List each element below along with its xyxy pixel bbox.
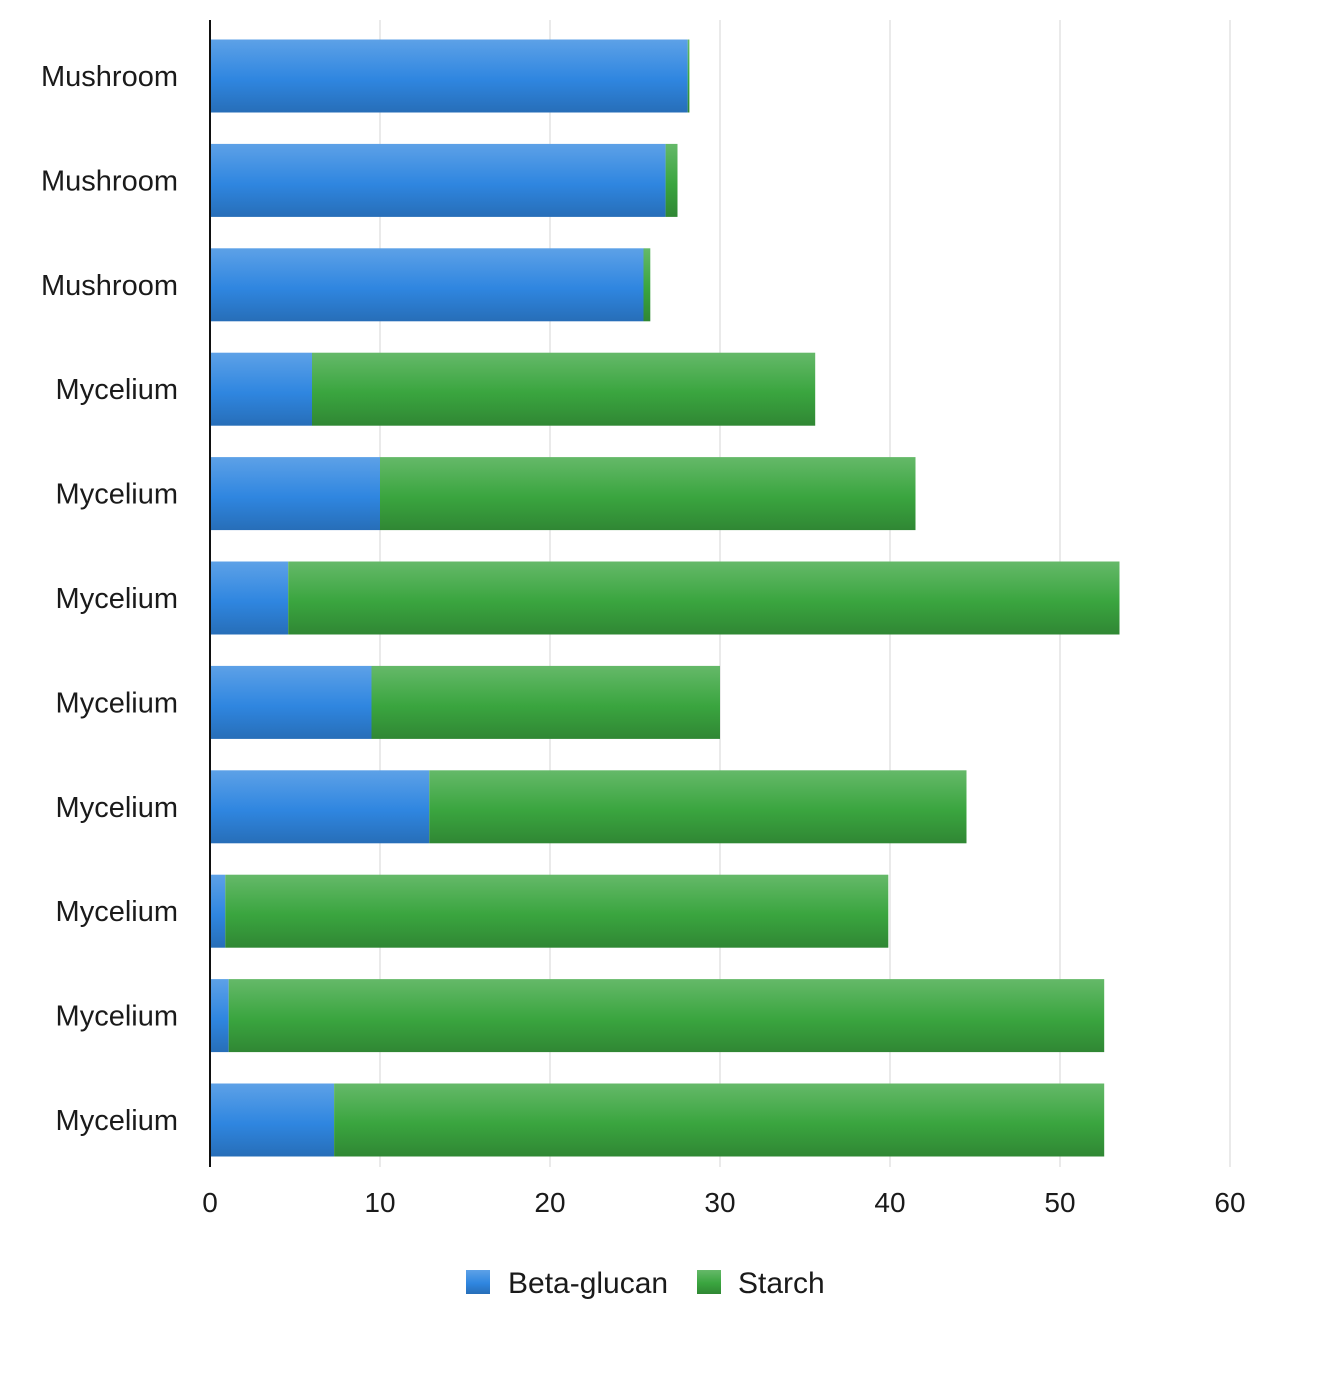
- legend-swatch-beta-glucan: [466, 1270, 490, 1294]
- y-category-label: Mycelium: [56, 583, 178, 615]
- bar-segment-beta-glucan: [210, 39, 688, 113]
- y-category-label: Mycelium: [56, 1001, 178, 1033]
- bar-segment-beta-glucan: [210, 352, 312, 426]
- bar-segment-starch: [312, 352, 816, 426]
- bar-segment-beta-glucan: [210, 457, 380, 531]
- x-tick-label: 40: [874, 1187, 905, 1218]
- x-tick-label: 30: [704, 1187, 735, 1218]
- bar-segment-starch: [643, 248, 651, 322]
- x-tick-label: 60: [1214, 1187, 1245, 1218]
- bar-segment-beta-glucan: [210, 979, 229, 1053]
- y-category-label: Mycelium: [56, 1105, 178, 1137]
- labels: 0 10 20 30 40 50 60 Mushroom Mushroom Mushroom Myc…: [41, 61, 1246, 1218]
- y-category-label: Mycelium: [56, 687, 178, 719]
- bar-segment-beta-glucan: [210, 561, 289, 635]
- bar-segment-beta-glucan: [210, 770, 430, 844]
- bar-segment-beta-glucan: [210, 665, 372, 739]
- x-tick-label: 50: [1044, 1187, 1075, 1218]
- bar-segment-starch: [225, 874, 889, 948]
- bar-segment-beta-glucan: [210, 874, 226, 948]
- bar-segment-starch: [371, 665, 720, 739]
- x-tick-label: 10: [364, 1187, 395, 1218]
- legend-label: Starch: [738, 1267, 825, 1300]
- bar-segment-starch: [687, 39, 690, 113]
- legend: Beta-glucan Starch: [466, 1267, 825, 1300]
- bar-segment-beta-glucan: [210, 1083, 335, 1157]
- bar-segment-beta-glucan: [210, 248, 644, 322]
- bar-segment-starch: [288, 561, 1120, 635]
- bar-segment-starch: [334, 1083, 1105, 1157]
- x-tick-label: 20: [534, 1187, 565, 1218]
- x-tick-label: 0: [202, 1187, 218, 1218]
- y-category-label: Mycelium: [56, 896, 178, 928]
- bar-segment-starch: [380, 457, 916, 531]
- bar-segment-starch: [429, 770, 967, 844]
- bars: [210, 39, 1120, 1157]
- y-category-label: Mycelium: [56, 792, 178, 824]
- bar-segment-starch: [665, 143, 678, 217]
- legend-label: Beta-glucan: [508, 1267, 668, 1300]
- y-category-label: Mushroom: [41, 165, 178, 197]
- bar-segment-beta-glucan: [210, 143, 666, 217]
- y-category-label: Mushroom: [41, 61, 178, 93]
- bar-segment-starch: [228, 979, 1105, 1053]
- y-category-label: Mushroom: [41, 270, 178, 302]
- y-category-label: Mycelium: [56, 479, 178, 511]
- legend-swatch-starch: [697, 1270, 721, 1294]
- y-category-label: Mycelium: [56, 374, 178, 406]
